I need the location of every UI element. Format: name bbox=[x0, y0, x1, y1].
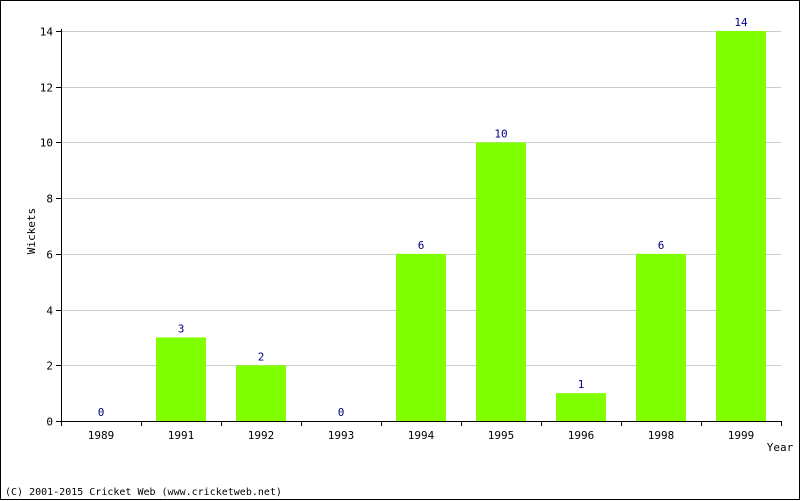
y-tick-label: 2 bbox=[46, 360, 53, 373]
bar-value-label: 0 bbox=[98, 406, 105, 419]
y-axis-title: Wickets bbox=[25, 208, 38, 254]
bar-value-label: 2 bbox=[258, 350, 265, 363]
x-tick-label: 1999 bbox=[728, 429, 755, 442]
bar bbox=[396, 253, 446, 421]
y-tick-label: 14 bbox=[40, 26, 54, 39]
bar-value-label: 6 bbox=[418, 239, 425, 252]
bar bbox=[636, 253, 686, 421]
bar-value-label: 0 bbox=[338, 406, 345, 419]
y-tick-label: 12 bbox=[40, 82, 53, 95]
copyright-text: (C) 2001-2015 Cricket Web (www.cricketwe… bbox=[5, 487, 282, 498]
x-tick-label: 1996 bbox=[568, 429, 595, 442]
bar bbox=[716, 31, 766, 421]
bar-value-label: 3 bbox=[178, 322, 185, 335]
bar bbox=[556, 393, 606, 421]
x-tick-label: 1992 bbox=[248, 429, 275, 442]
bar bbox=[476, 142, 526, 421]
bar bbox=[236, 365, 286, 421]
y-tick-label: 0 bbox=[46, 416, 53, 429]
y-tick-label: 10 bbox=[40, 137, 53, 150]
x-tick-label: 1998 bbox=[648, 429, 675, 442]
bar-value-label: 6 bbox=[658, 239, 665, 252]
x-tick-label: 1995 bbox=[488, 429, 515, 442]
bar-value-label: 10 bbox=[494, 127, 507, 140]
x-tick-label: 1991 bbox=[168, 429, 195, 442]
bar-value-label: 14 bbox=[734, 16, 748, 29]
x-axis-title: Year bbox=[767, 441, 794, 454]
y-tick-label: 6 bbox=[46, 249, 53, 262]
y-tick-label: 4 bbox=[46, 305, 53, 318]
x-tick-label: 1993 bbox=[328, 429, 355, 442]
bar-value-label: 1 bbox=[578, 378, 585, 391]
x-tick-label: 1989 bbox=[88, 429, 115, 442]
x-tick-label: 1994 bbox=[408, 429, 435, 442]
bar bbox=[156, 337, 206, 421]
y-tick-label: 8 bbox=[46, 193, 53, 206]
